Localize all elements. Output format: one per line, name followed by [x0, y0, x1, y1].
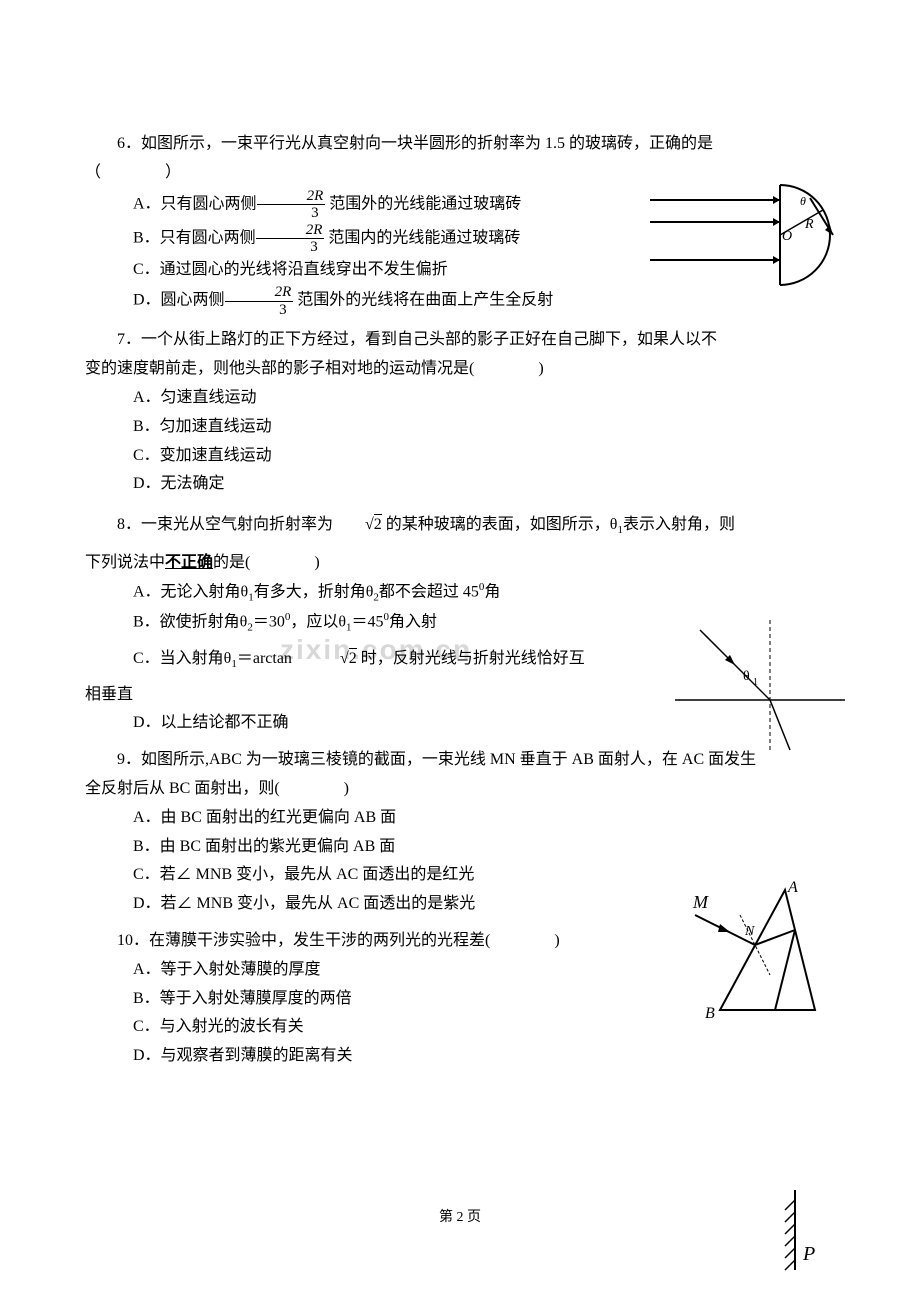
- q8-sqrt-val: 2: [374, 514, 382, 533]
- bottom-label-p: P: [802, 1243, 815, 1265]
- q10-option-d: D．与观察者到薄膜的距离有关: [85, 1042, 835, 1071]
- q8-b-mid2: ，应以θ: [290, 614, 346, 631]
- q9-option-d: D．若∠ MNB 变小，最先从 AC 面透出的是紫光: [85, 890, 835, 919]
- q6-d-fraction: 2R3: [225, 284, 294, 318]
- q8-option-b: B．欲使折射角θ2＝300，应以θ1＝450角入射: [85, 608, 835, 638]
- q7-option-d: D．无法确定: [85, 470, 835, 499]
- q6-d-frac-num: 2R: [225, 284, 294, 302]
- q9-option-b: B．由 BC 面射出的紫光更偏向 AB 面: [85, 833, 835, 862]
- q10-option-a: A．等于入射处薄膜的厚度: [85, 956, 835, 985]
- q6-text-line1: 6．如图所示，一束平行光从真空射向一块半圆形的折射率为 1.5 的玻璃砖，正确的…: [85, 130, 835, 159]
- q8-option-c: C．当入射角θ1＝arctan2 时，反射光线与折射光线恰好互: [85, 645, 835, 675]
- q6-b-frac-den: 3: [256, 239, 325, 256]
- q8-c-post: 时，反射光线与折射光线恰好互: [357, 650, 585, 667]
- q6-a-frac-den: 3: [257, 205, 326, 222]
- q10-option-b: B．等于入射处薄膜厚度的两倍: [85, 985, 835, 1014]
- q6-b-fraction: 2R3: [256, 222, 325, 256]
- q7-option-c: C．变加速直线运动: [85, 442, 835, 471]
- q6-option-a: A．只有圆心两侧2R3 范围外的光线能通过玻璃砖: [85, 188, 835, 222]
- q10-option-c: C．与入射光的波长有关: [85, 1013, 835, 1042]
- q7-text-line2: 变的速度朝前走，则他头部的影子相对地的运动情况是( ): [85, 355, 835, 384]
- q8-b-mid1: ＝30: [253, 614, 285, 631]
- q8-option-a: A．无论入射角θ1有多大，折射角θ2都不会超过 450角: [85, 578, 835, 608]
- q9-text-line2: 全反射后从 BC 面射出，则( ): [85, 775, 835, 804]
- q10-text: 10．在薄膜干涉实验中，发生干涉的两列光的光程差( ): [85, 927, 835, 956]
- q8-c-mid: ＝arctan: [237, 650, 292, 667]
- q6-b-pre: B．只有圆心两侧: [133, 229, 256, 246]
- q8-c-pre: C．当入射角θ: [133, 650, 231, 667]
- q9-option-a: A．由 BC 面射出的红光更偏向 AB 面: [85, 804, 835, 833]
- q6-a-pre: A．只有圆心两侧: [133, 195, 257, 212]
- page-footer: 第 2 页: [0, 1205, 920, 1230]
- q8-c-sqrt-val: 2: [349, 648, 357, 667]
- q8-option-d: D．以上结论都不正确: [85, 709, 835, 738]
- q8-b-mid3: ＝45: [352, 614, 384, 631]
- page-content: 6．如图所示，一束平行光从真空射向一块半圆形的折射率为 1.5 的玻璃砖，正确的…: [85, 130, 835, 1071]
- q6-d-frac-den: 3: [225, 302, 294, 319]
- question-10: 10．在薄膜干涉实验中，发生干涉的两列光的光程差( ) A．等于入射处薄膜的厚度…: [85, 927, 835, 1071]
- q6-text-line2: （ ）: [85, 159, 835, 188]
- q7-option-b: B．匀加速直线运动: [85, 413, 835, 442]
- q8-p1: 8．一束光从空气射向折射率为: [117, 516, 333, 533]
- q6-option-b: B．只有圆心两侧2R3 范围内的光线能通过玻璃砖: [85, 222, 835, 256]
- q6-b-frac-num: 2R: [256, 222, 325, 240]
- q8-a-post: 都不会超过 45: [379, 583, 479, 600]
- q8-p3: 表示入射角，则: [623, 516, 735, 533]
- q7-option-a: A．匀速直线运动: [85, 384, 835, 413]
- q8-p4-post: 的是( ): [213, 554, 320, 571]
- q8-option-c-continue: 相垂直: [85, 681, 835, 710]
- q9-text-line1: 9．如图所示,ABC 为一玻璃三棱镜的截面，一束光线 MN 垂直于 AB 面射人…: [85, 746, 835, 775]
- question-7: 7．一个从街上路灯的正下方经过，看到自己头部的影子正好在自己脚下，如果人以不 变…: [85, 326, 835, 499]
- q8-text-line2: 下列说法中不正确的是( ): [85, 549, 835, 578]
- q8-p2: 的某种玻璃的表面，如图所示，θ: [382, 516, 618, 533]
- q8-a-end: 角: [484, 583, 500, 600]
- q8-c-sqrt: 2: [292, 645, 357, 674]
- q6-d-post: 范围外的光线将在曲面上产生全反射: [293, 292, 553, 309]
- question-6: 6．如图所示，一束平行光从真空射向一块半圆形的折射率为 1.5 的玻璃砖，正确的…: [85, 130, 835, 318]
- q6-a-post: 范围外的光线能通过玻璃砖: [325, 195, 521, 212]
- q6-option-d: D．圆心两侧2R3 范围外的光线将在曲面上产生全反射: [85, 284, 835, 318]
- q8-text-line1: 8．一束光从空气射向折射率为2 的某种玻璃的表面，如图所示，θ1表示入射角，则: [85, 511, 835, 541]
- q8-underline: 不正确: [165, 554, 213, 571]
- q8-b-pre: B．欲使折射角θ: [133, 614, 247, 631]
- question-8: 8．一束光从空气射向折射率为2 的某种玻璃的表面，如图所示，θ1表示入射角，则 …: [85, 511, 835, 738]
- q6-a-fraction: 2R3: [257, 188, 326, 222]
- question-9: 9．如图所示,ABC 为一玻璃三棱镜的截面，一束光线 MN 垂直于 AB 面射人…: [85, 746, 835, 919]
- q8-a-pre: A．无论入射角θ: [133, 583, 248, 600]
- q6-d-pre: D．圆心两侧: [133, 292, 225, 309]
- q8-a-mid: 有多大，折射角θ: [254, 583, 374, 600]
- bottom-diagram: P: [745, 1190, 845, 1280]
- q6-a-frac-num: 2R: [257, 188, 326, 206]
- q7-text-line1: 7．一个从街上路灯的正下方经过，看到自己头部的影子正好在自己脚下，如果人以不: [85, 326, 835, 355]
- q8-b-post: 角入射: [389, 614, 437, 631]
- q9-option-c: C．若∠ MNB 变小，最先从 AC 面透出的是红光: [85, 861, 835, 890]
- q8-p4-pre: 下列说法中: [85, 554, 165, 571]
- q6-option-c: C．通过圆心的光线将沿直线穿出不发生偏折: [85, 256, 835, 285]
- q6-b-post: 范围内的光线能通过玻璃砖: [324, 229, 520, 246]
- q8-sqrt: 2: [333, 511, 382, 540]
